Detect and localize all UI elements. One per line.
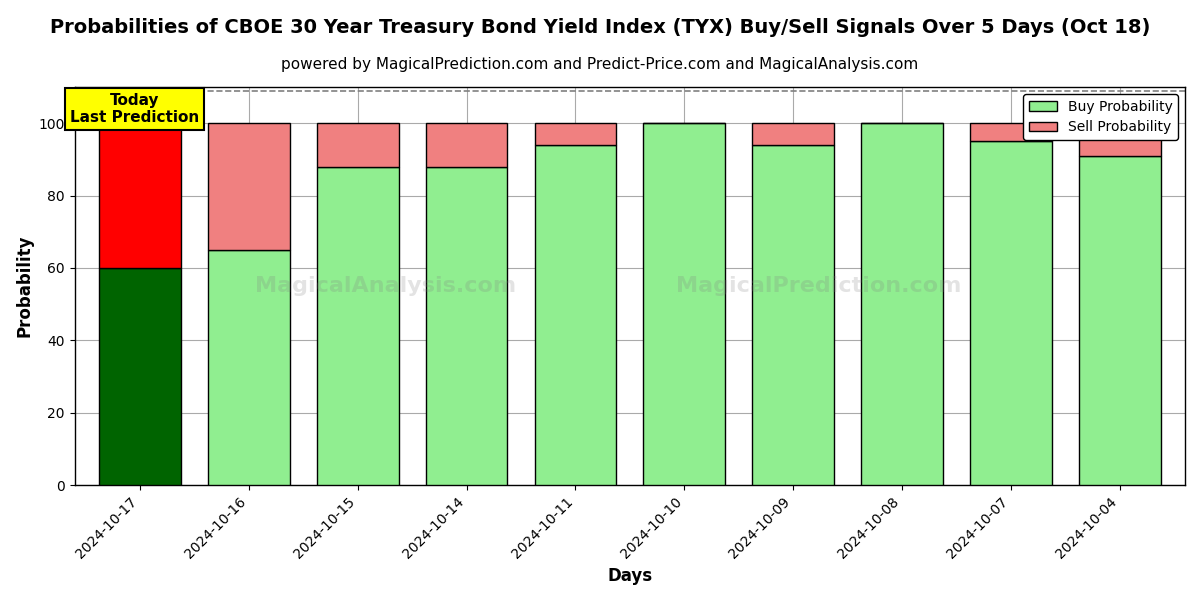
Text: powered by MagicalPrediction.com and Predict-Price.com and MagicalAnalysis.com: powered by MagicalPrediction.com and Pre… (281, 57, 919, 72)
Bar (752, 145, 834, 485)
Bar (862, 123, 943, 485)
X-axis label: Days: Days (607, 567, 653, 585)
Bar (426, 123, 508, 167)
Text: Probabilities of CBOE 30 Year Treasury Bond Yield Index (TYX) Buy/Sell Signals O: Probabilities of CBOE 30 Year Treasury B… (50, 18, 1150, 37)
Bar (643, 123, 725, 485)
Bar (970, 141, 1051, 485)
Bar (534, 123, 617, 145)
Legend: Buy Probability, Sell Probability: Buy Probability, Sell Probability (1024, 94, 1178, 140)
Bar (317, 123, 398, 167)
Bar (1079, 123, 1160, 156)
Bar (534, 145, 617, 485)
Bar (208, 250, 289, 485)
Bar (100, 268, 181, 485)
Bar (1079, 156, 1160, 485)
Bar (970, 123, 1051, 141)
Bar (317, 167, 398, 485)
Bar (426, 167, 508, 485)
Text: MagicalAnalysis.com: MagicalAnalysis.com (254, 276, 516, 296)
Bar (752, 123, 834, 145)
Text: Today
Last Prediction: Today Last Prediction (70, 92, 199, 125)
Text: MagicalPrediction.com: MagicalPrediction.com (676, 276, 961, 296)
Y-axis label: Probability: Probability (16, 235, 34, 337)
Bar (100, 123, 181, 268)
Bar (208, 123, 289, 250)
